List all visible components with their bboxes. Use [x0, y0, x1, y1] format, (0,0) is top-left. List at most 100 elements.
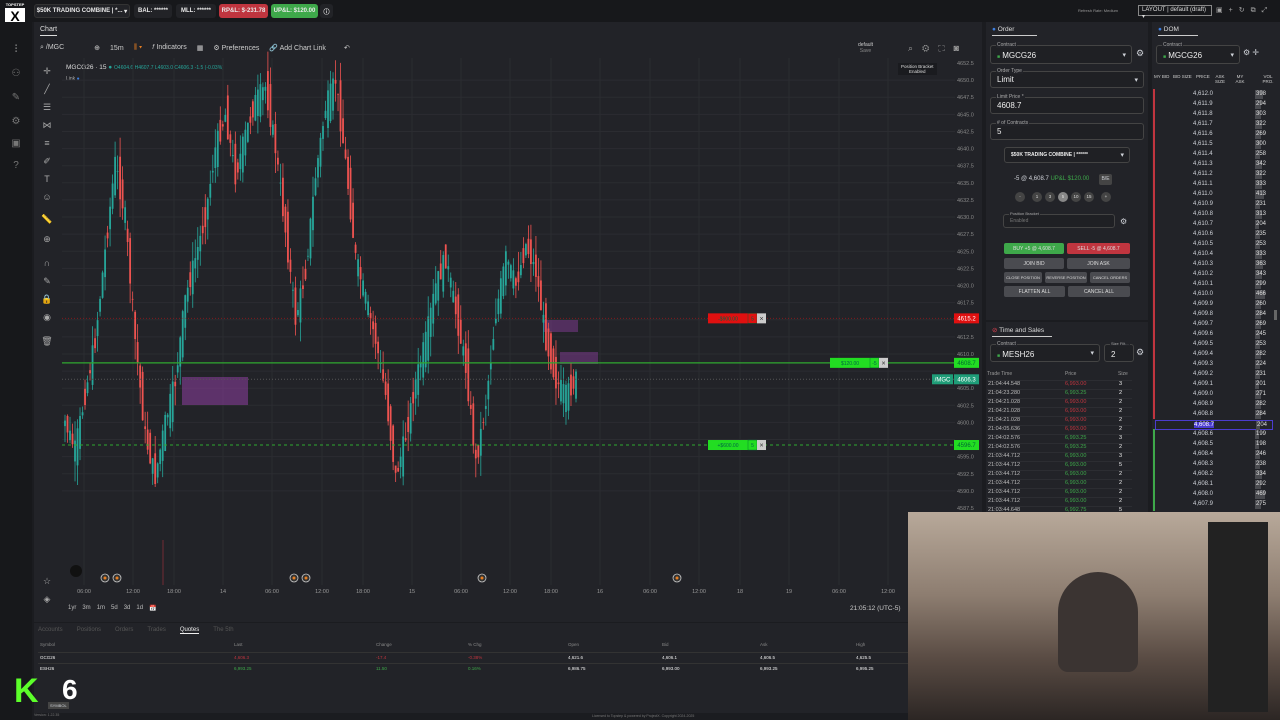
text-icon[interactable]: T	[44, 174, 50, 184]
bottom-tab-positions[interactable]: Positions	[76, 627, 102, 633]
dom-settings-icon[interactable]: ⚙ ✛	[1243, 48, 1260, 57]
lock-icon[interactable]: 🔒	[41, 294, 53, 304]
dom-row[interactable]: 4,611.9 294	[1155, 100, 1273, 110]
join-ask-button[interactable]: JOIN ASK	[1067, 258, 1130, 269]
range-1m[interactable]: 1m	[96, 605, 106, 611]
dom-row[interactable]: 4,608.2 334	[1155, 470, 1273, 480]
qty-preset--[interactable]: -	[1015, 192, 1025, 202]
order-contract-select[interactable]: Contract ■ MGCG26 ▾	[990, 42, 1132, 64]
zoom-icon[interactable]: ⊕	[43, 234, 51, 244]
reverse-position-button[interactable]: REVERSE POSITION	[1045, 272, 1087, 283]
close-position-button[interactable]: CLOSE POSITION	[1004, 272, 1042, 283]
candle-type-icon[interactable]: ⫼ ▾	[133, 44, 143, 51]
contract-settings-icon[interactable]: ⚙	[1136, 48, 1145, 58]
range-1d[interactable]: 1d	[136, 605, 144, 611]
close-icon[interactable]: ×	[759, 316, 763, 323]
dom-row[interactable]: 4,610.8 313	[1155, 210, 1273, 220]
qty-preset-+[interactable]: +	[1101, 192, 1111, 202]
dom-row[interactable]: 4,608.7 204	[1155, 420, 1273, 430]
bottom-tab-orders[interactable]: Orders	[115, 627, 134, 633]
magnet-icon[interactable]: ∩	[43, 258, 51, 268]
favorite-icon[interactable]: ☆	[42, 576, 52, 586]
order-type-select[interactable]: Order Type Limit ▾	[990, 68, 1144, 88]
dom-row[interactable]: 4,608.0 469	[1155, 490, 1273, 500]
dom-contract-select[interactable]: Contract ■ MGCG26 ▾	[1156, 42, 1240, 64]
info-icon[interactable]: ⓘ	[320, 4, 333, 18]
dom-row[interactable]: 4,611.3 342	[1155, 160, 1273, 170]
goto-date-icon[interactable]: 📅	[149, 606, 157, 612]
bottom-tab-the-5th[interactable]: The 5th	[213, 627, 234, 633]
quote-row[interactable]: GCG26 4,606.3 -17.4 -0.38% 4,621.6 4,606.1 4,6…	[38, 652, 908, 663]
dom-row[interactable]: 4,610.6 235	[1155, 230, 1273, 240]
dom-row[interactable]: 4,609.1 201	[1155, 380, 1273, 390]
dom-row[interactable]: 4,609.3 224	[1155, 360, 1273, 370]
template-selector[interactable]: default Save	[858, 42, 874, 54]
symbol-button[interactable]: SYMBOL	[48, 702, 69, 709]
dom-row[interactable]: 4,609.9 260	[1155, 300, 1273, 310]
dom-row[interactable]: 4,608.3 238	[1155, 460, 1273, 470]
quote-row[interactable]: ESH26 6,993.25 11.50 0.16% 6,986.75 6,993.00 6…	[38, 663, 908, 674]
trash-icon[interactable]: 🗑	[41, 336, 53, 346]
dom-row[interactable]: 4,611.0 413	[1155, 190, 1273, 200]
dom-row[interactable]: 4,609.8 284	[1155, 310, 1273, 320]
dom-row[interactable]: 4,610.9 231	[1155, 200, 1273, 210]
cancel-orders-button[interactable]: CANCEL ORDERS	[1090, 272, 1130, 283]
dom-row[interactable]: 4,609.2 231	[1155, 370, 1273, 380]
chart-top-icons[interactable]: ⌕⚙⛶◙	[908, 43, 969, 53]
dom-row[interactable]: 4,610.2 343	[1155, 270, 1273, 280]
contracts-input[interactable]: # of Contracts 5	[990, 120, 1144, 140]
bottom-tab-trades[interactable]: Trades	[147, 627, 166, 633]
object-tree-icon[interactable]: ◈	[43, 594, 51, 604]
add-symbol-icon[interactable]: ⊕	[94, 45, 101, 52]
stop-order-close-button[interactable]	[757, 313, 766, 324]
layouts-icon[interactable]: ▦	[196, 45, 204, 52]
position-marker-close-button[interactable]	[879, 357, 888, 368]
price-chart[interactable]: 4652.5 4650.0 4647.5 4645.0 4642.5 4640.0 4637…	[0, 0, 985, 620]
dom-row[interactable]: 4,610.1 299	[1155, 280, 1273, 290]
tas-contract-select[interactable]: Contract ■ MESH26 ▾	[990, 341, 1100, 362]
tab-time-and-sales[interactable]: ⊘ Time and Sales	[992, 326, 1052, 337]
dom-row[interactable]: 4,610.7 204	[1155, 220, 1273, 230]
qty-preset-1[interactable]: 1	[1032, 192, 1042, 202]
tab-order[interactable]: ● Order	[992, 26, 1037, 36]
bracket-settings-icon[interactable]: ⚙	[1120, 217, 1128, 226]
close-icon[interactable]: ×	[759, 443, 763, 450]
help-icon[interactable]: ?	[13, 160, 19, 171]
trendline-icon[interactable]: ╱	[44, 84, 50, 94]
bottom-tab-quotes[interactable]: Quotes	[179, 627, 200, 634]
range-1yr[interactable]: 1yr	[68, 605, 77, 611]
account-selector[interactable]: $50K TRADING COMBINE | *... ▾	[34, 4, 130, 18]
dom-row[interactable]: 4,609.6 245	[1155, 330, 1273, 340]
qty-preset-5[interactable]: 5	[1058, 192, 1068, 202]
qty-preset-10[interactable]: 10	[1071, 192, 1081, 202]
pen-icon[interactable]: ✎	[11, 92, 21, 103]
dom-row[interactable]: 4,611.7 322	[1155, 120, 1273, 130]
preferences-button[interactable]: ⚙ Preferences	[213, 45, 260, 52]
ruler-icon[interactable]: 📏	[41, 214, 53, 224]
dom-row[interactable]: 4,608.9 282	[1155, 400, 1273, 410]
dom-row[interactable]: 4,611.6 269	[1155, 130, 1273, 140]
range-3m[interactable]: 3m	[82, 605, 91, 611]
dom-row[interactable]: 4,608.5 198	[1155, 440, 1273, 450]
window-controls[interactable]: ▣+↻⧉⤢	[1216, 7, 1274, 14]
flatten-all-button[interactable]: FLATTEN ALL	[1004, 286, 1065, 297]
symbol-search[interactable]: ⌕ /MGC	[40, 44, 65, 51]
crosshair-icon[interactable]: ✛	[43, 66, 51, 76]
dom-row[interactable]: 4,609.7 269	[1155, 320, 1273, 330]
chart-link[interactable]: Link ●	[66, 76, 80, 82]
undo-icon[interactable]: ↶	[343, 45, 350, 52]
cancel-all-button[interactable]: CANCEL ALL	[1068, 286, 1130, 297]
lock-draw-icon[interactable]: ✎	[43, 276, 51, 286]
dom-row[interactable]: 4,611.4 258	[1155, 150, 1273, 160]
dom-row[interactable]: 4,611.5 300	[1155, 140, 1273, 150]
target-order-close-button[interactable]	[757, 440, 766, 451]
users-icon[interactable]: ⚇	[11, 68, 21, 79]
dom-row[interactable]: 4,608.6 199	[1155, 430, 1273, 440]
dom-row[interactable]: 4,610.5 253	[1155, 240, 1273, 250]
dom-row[interactable]: 4,608.8 284	[1155, 410, 1273, 420]
qty-preset-3[interactable]: 3	[1045, 192, 1055, 202]
chart-layout-icon[interactable]: ⫶	[14, 44, 18, 55]
dom-row[interactable]: 4,611.2 322	[1155, 170, 1273, 180]
dom-row[interactable]: 4,608.1 292	[1155, 480, 1273, 490]
dom-row[interactable]: 4,609.5 253	[1155, 340, 1273, 350]
